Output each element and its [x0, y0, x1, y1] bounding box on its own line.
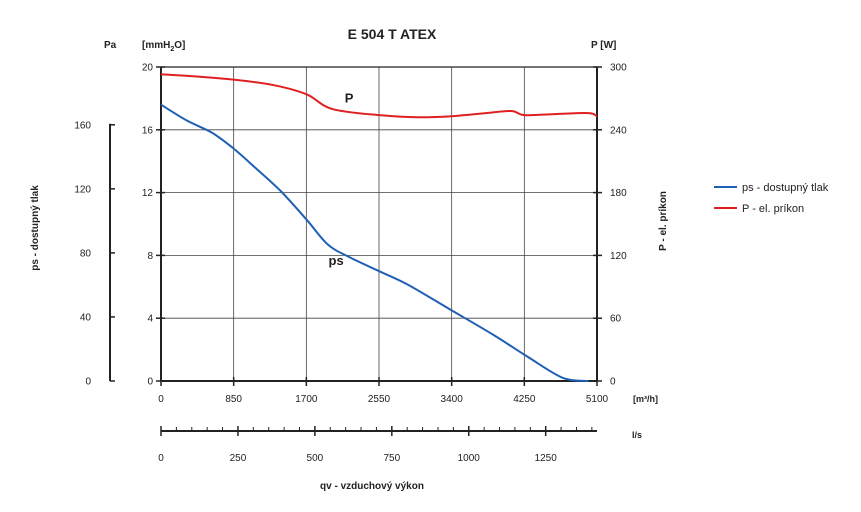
pa-unit-label: Pa [104, 40, 117, 51]
m3h-tick-label: 0 [158, 394, 164, 405]
plot-series: ps P [160, 73, 598, 382]
tick-labels: 0 4 8 12 16 20 0 40 80 120 160 0 60 120 180 240 300 0 850 1… [74, 63, 627, 465]
power-tick-label: 0 [610, 377, 616, 388]
ls-tick-label: 0 [158, 453, 164, 464]
ls-tick-label: 250 [230, 453, 247, 464]
m3h-tick-label: 2550 [368, 394, 391, 405]
power-tick-label: 300 [610, 63, 627, 74]
plot-grid [161, 67, 597, 381]
mmh2o-tick-label: 12 [142, 188, 154, 199]
ls-tick-label: 750 [383, 453, 400, 464]
ls-tick-label: 1000 [458, 453, 481, 464]
m3h-tick-label: 5100 [586, 394, 609, 405]
ls-tick-label: 500 [307, 453, 324, 464]
curve-label-ps: ps [329, 253, 344, 268]
y-axis-title-left: ps - dostupný tlak [30, 185, 41, 271]
pa-tick-label: 80 [80, 248, 92, 259]
power-tick-label: 120 [610, 251, 627, 262]
legend-label-p: P - el. príkon [742, 203, 804, 215]
pa-tick-label: 160 [74, 120, 91, 131]
y-axis-title-right: P - el. príkon [658, 191, 669, 251]
mmh2o-tick-label: 20 [142, 63, 154, 74]
pa-tick-label: 0 [85, 377, 91, 388]
x-axis-title: qv - vzduchový výkon [320, 481, 424, 492]
mmh2o-tick-label: 4 [147, 314, 153, 325]
legend-label-ps: ps - dostupný tlak [742, 182, 829, 194]
power-tick-label: 180 [610, 188, 627, 199]
mmh2o-tick-label: 16 [142, 125, 154, 136]
power-tick-label: 60 [610, 314, 622, 325]
curve-label-p: P [345, 91, 354, 106]
m3h-tick-label: 1700 [295, 394, 318, 405]
plot-axes [109, 66, 602, 436]
m3h-tick-label: 3400 [441, 394, 464, 405]
m3h-tick-label: 4250 [513, 394, 536, 405]
x-unit-label: [m³/h] [633, 394, 658, 404]
mmh2o-tick-label: 8 [147, 251, 153, 262]
ls-tick-label: 1250 [535, 453, 558, 464]
legend: ps - dostupný tlak P - el. príkon [714, 182, 829, 215]
pa-tick-label: 40 [80, 312, 92, 323]
mmh2o-unit-label: [mmH2O] [142, 40, 185, 53]
pa-tick-label: 120 [74, 184, 91, 195]
m3h-tick-label: 850 [225, 394, 242, 405]
mmh2o-tick-label: 0 [147, 377, 153, 388]
chart-title: E 504 T ATEX [348, 26, 437, 42]
series-line-ps [160, 103, 589, 382]
x2-unit-label: l/s [632, 430, 642, 440]
series-line-p [160, 73, 598, 119]
power-unit-label: P [W] [591, 40, 616, 51]
power-tick-label: 240 [610, 125, 627, 136]
